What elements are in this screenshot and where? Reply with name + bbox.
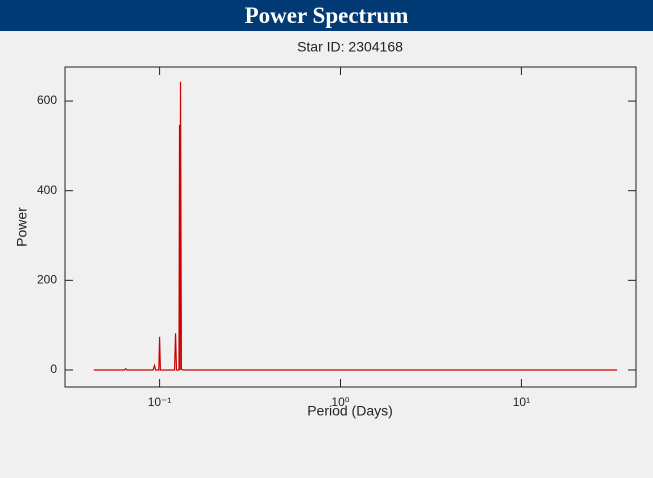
- y-axis-label: Power: [14, 207, 30, 247]
- x-tick-label: 10⁻¹: [148, 395, 172, 409]
- header-title: Power Spectrum: [0, 0, 653, 31]
- y-tick-label: 400: [37, 183, 57, 197]
- y-tick-label: 600: [37, 93, 57, 107]
- spectrum-line: [93, 81, 618, 371]
- chart-title: Star ID: 2304168: [297, 39, 403, 55]
- x-axis-label: Period (Days): [307, 403, 393, 419]
- x-tick-label: 10⁰: [331, 395, 349, 409]
- y-tick-label: 200: [37, 273, 57, 287]
- plot-frame: [64, 66, 637, 388]
- y-tick-label: 0: [50, 362, 57, 376]
- x-tick-label: 10¹: [513, 395, 530, 409]
- chart: Star ID: 2304168 Period (Days) Power 0 20…: [14, 39, 637, 419]
